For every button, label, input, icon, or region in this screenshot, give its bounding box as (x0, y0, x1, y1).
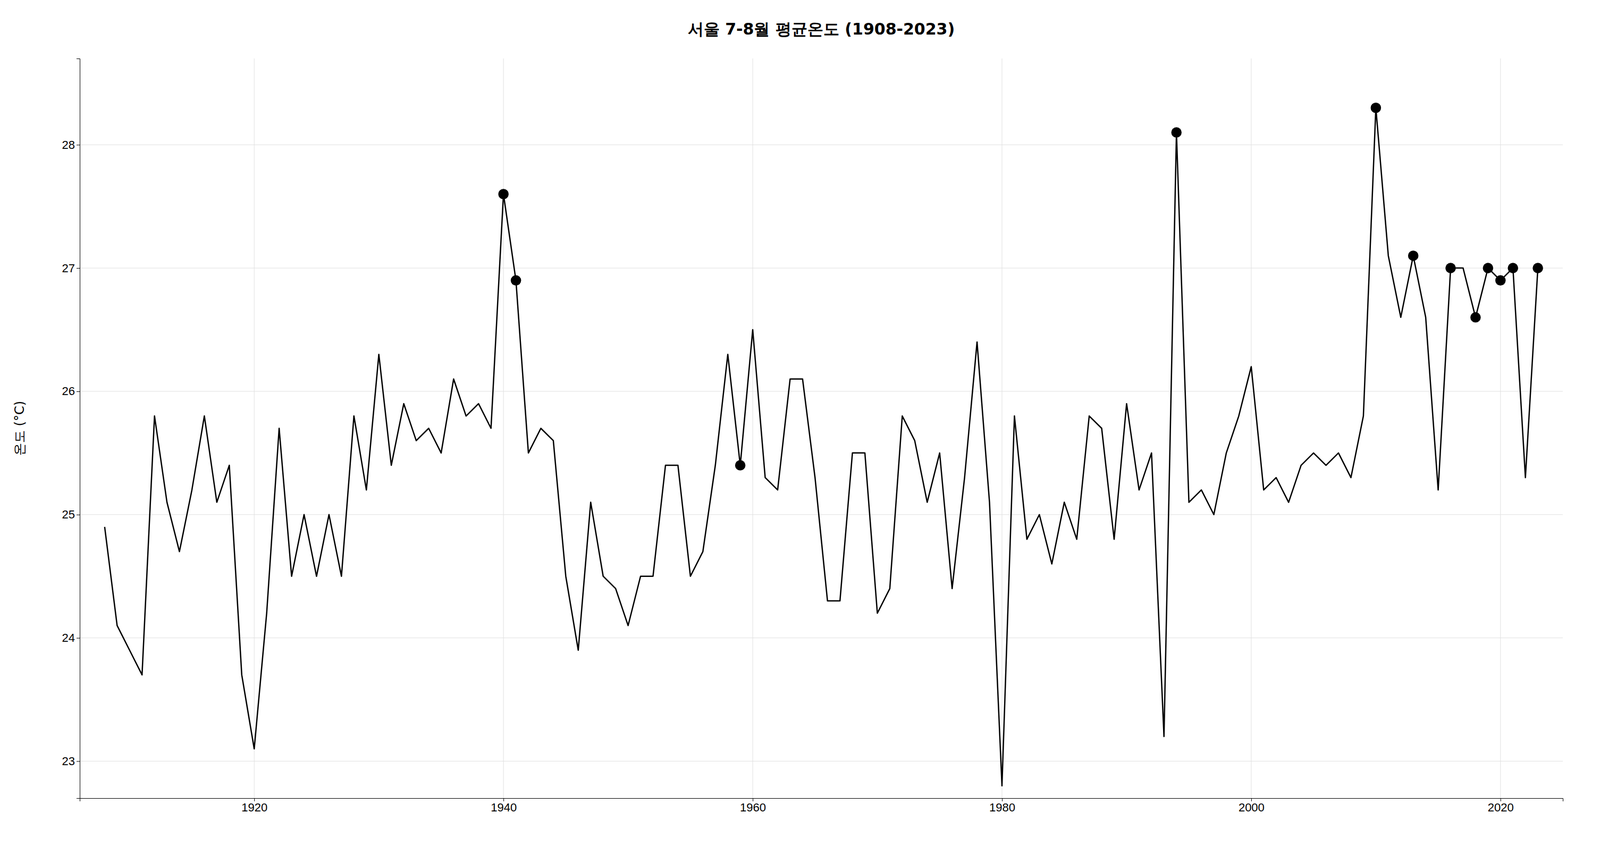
tick-label: 1940 (490, 800, 517, 814)
tick: 24 (62, 630, 80, 645)
tick-label: 2020 (1487, 800, 1514, 814)
grid-line (79, 267, 1563, 269)
grid-line (1250, 58, 1252, 798)
grid (79, 58, 1563, 798)
point (1445, 262, 1456, 274)
tick: 26 (62, 384, 80, 398)
tick: 1980 (989, 797, 1016, 814)
point (1495, 275, 1506, 286)
point (1370, 102, 1382, 114)
line (104, 107, 1538, 786)
point (498, 188, 509, 200)
tick: 28 (62, 138, 80, 152)
x-axis: 1920 1940 1960 1980 2000 2020 (80, 797, 1564, 814)
points (498, 102, 1544, 471)
tick-label: 28 (62, 138, 75, 152)
title: 서울 7-8월 평균온도 (1908-2023) (687, 19, 955, 39)
grid-line (79, 637, 1563, 638)
chart: 1920 1940 1960 1980 2000 2020 23 24 25 26 27 28 서울 7… (0, 0, 1600, 846)
tick-label: 25 (62, 507, 75, 521)
tick: 2020 (1487, 797, 1514, 814)
plot: 1920 1940 1960 1980 2000 2020 23 24 25 26 27 28 (62, 58, 1564, 814)
grid-line (752, 58, 754, 798)
point (1171, 127, 1182, 138)
tick-label: 2000 (1238, 800, 1265, 814)
tick: 25 (62, 507, 80, 521)
tick: 1960 (739, 797, 766, 814)
tick-label: 27 (62, 261, 75, 275)
point (1507, 262, 1519, 274)
point (735, 459, 746, 471)
grid-line (503, 58, 504, 798)
grid-line (1001, 58, 1002, 798)
y-axis-title: 온도 (°C) (12, 400, 28, 456)
grid-line (1500, 58, 1501, 798)
point (1408, 250, 1419, 261)
tick: 2000 (1238, 797, 1265, 814)
point (1532, 262, 1544, 274)
grid-line (79, 390, 1563, 392)
tick-label: 26 (62, 384, 75, 398)
tick: 1920 (241, 797, 268, 814)
x-axis-line (80, 798, 1564, 802)
tick-mark (76, 391, 80, 392)
point (1470, 312, 1481, 323)
point (510, 275, 522, 286)
grid-line (79, 760, 1563, 762)
tick-mark (76, 760, 80, 762)
tick: 1940 (490, 797, 517, 814)
marks (104, 102, 1544, 786)
tick-label: 23 (62, 754, 75, 768)
point (1483, 262, 1494, 274)
tick: 27 (62, 261, 80, 275)
tick: 23 (62, 754, 80, 768)
y-axis: 23 24 25 26 27 28 (62, 59, 81, 799)
tick-mark (76, 144, 80, 146)
tick-label: 24 (62, 630, 75, 645)
tick-label: 1960 (739, 800, 766, 814)
grid-line (254, 58, 255, 798)
tick-label: 1980 (989, 800, 1016, 814)
tick-label: 1920 (241, 800, 268, 814)
tick-mark (76, 267, 80, 269)
grid-line (79, 144, 1563, 146)
grid-line (79, 514, 1563, 515)
tick-mark (76, 637, 80, 639)
tick-mark (76, 514, 80, 516)
y-axis-line (76, 59, 81, 799)
